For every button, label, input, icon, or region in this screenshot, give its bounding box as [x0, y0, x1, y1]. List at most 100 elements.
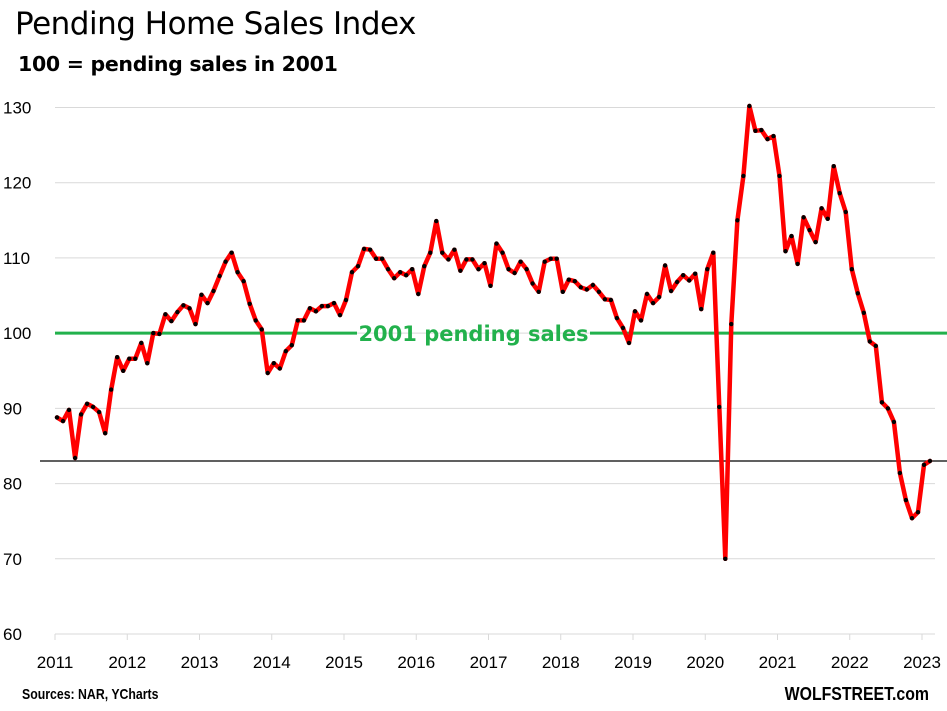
data-point	[331, 300, 337, 306]
data-point	[662, 263, 668, 268]
data-point	[66, 407, 72, 413]
x-tick-label: 2016	[397, 653, 435, 672]
data-point	[229, 250, 234, 255]
data-point	[54, 415, 60, 420]
data-point	[428, 250, 433, 255]
data-point	[157, 331, 162, 337]
data-point	[536, 289, 541, 294]
data-point	[349, 270, 355, 275]
data-point	[777, 173, 782, 179]
data-point	[590, 282, 596, 288]
y-tick-label: 110	[3, 249, 30, 268]
data-point	[843, 209, 848, 215]
data-point	[909, 516, 915, 521]
data-point	[831, 164, 836, 169]
data-point	[729, 321, 734, 327]
x-tick-label: 2012	[108, 653, 146, 672]
data-point	[145, 361, 150, 366]
data-point	[283, 349, 288, 354]
data-point	[109, 387, 114, 392]
data-point	[584, 287, 589, 292]
data-point	[265, 370, 270, 376]
data-point	[247, 301, 252, 306]
data-point	[927, 458, 933, 464]
data-point	[277, 366, 282, 371]
x-tick-label: 2017	[470, 653, 508, 672]
data-point	[90, 404, 96, 410]
data-point	[355, 264, 361, 269]
y-tick-label: 100	[3, 324, 31, 343]
data-point	[705, 267, 710, 272]
data-point	[626, 340, 632, 346]
data-point	[650, 300, 656, 306]
data-point	[548, 256, 553, 261]
data-point	[506, 267, 511, 272]
data-point	[127, 356, 132, 361]
data-point	[223, 259, 228, 264]
data-point	[416, 291, 421, 297]
data-point	[410, 267, 415, 272]
data-point	[783, 249, 788, 254]
data-point	[717, 404, 722, 410]
data-point	[379, 256, 385, 261]
data-point	[530, 281, 535, 286]
data-point	[78, 412, 84, 417]
data-point	[500, 250, 505, 255]
x-axis: 2011 2012 2013 2014 2015 2016 2017 2018 2019 2020…	[37, 634, 941, 672]
data-point	[674, 279, 680, 285]
data-point	[921, 462, 927, 467]
x-tick-label: 2013	[181, 653, 219, 672]
data-point	[795, 261, 800, 267]
y-tick-label: 60	[3, 625, 22, 644]
data-point	[199, 292, 204, 297]
data-point	[753, 128, 758, 133]
data-point	[668, 288, 674, 294]
data-point	[482, 261, 487, 266]
chart-title: Pending Home Sales Index	[15, 6, 416, 42]
data-point	[169, 318, 174, 324]
data-point	[747, 103, 752, 109]
data-point	[656, 294, 662, 300]
data-point	[96, 409, 102, 415]
data-point	[60, 418, 66, 424]
y-tick-label: 130	[3, 99, 31, 118]
data-point	[488, 283, 493, 288]
data-point	[217, 273, 222, 279]
data-point	[103, 431, 108, 436]
data-point	[602, 297, 608, 302]
data-point	[205, 300, 210, 306]
data-point	[84, 401, 90, 406]
data-point	[337, 312, 343, 318]
data-point	[807, 227, 812, 233]
data-point	[687, 278, 692, 283]
data-point	[512, 270, 517, 276]
data-point	[837, 191, 842, 196]
data-point	[542, 259, 547, 264]
data-point	[855, 291, 860, 296]
data-point	[861, 310, 866, 315]
data-point	[476, 267, 481, 272]
data-point	[325, 303, 331, 309]
data-point	[578, 285, 583, 290]
chart-subtitle: 100 = pending sales in 2001	[18, 52, 338, 76]
x-tick-label: 2021	[759, 653, 797, 672]
data-point	[301, 318, 307, 323]
data-point	[422, 264, 427, 269]
data-point	[211, 288, 216, 294]
data-point	[253, 318, 258, 323]
y-tick-label: 80	[3, 475, 22, 494]
x-tick-label: 2014	[253, 653, 291, 672]
data-point	[644, 291, 650, 297]
data-point	[819, 206, 824, 211]
data-point	[789, 233, 794, 239]
x-tick-label: 2020	[686, 653, 724, 672]
data-point	[801, 215, 806, 220]
data-point	[813, 239, 818, 245]
data-point	[464, 257, 469, 262]
data-point	[181, 303, 186, 308]
data-point	[771, 133, 776, 139]
data-point	[765, 136, 770, 142]
data-point	[235, 270, 240, 275]
data-point	[518, 259, 523, 264]
